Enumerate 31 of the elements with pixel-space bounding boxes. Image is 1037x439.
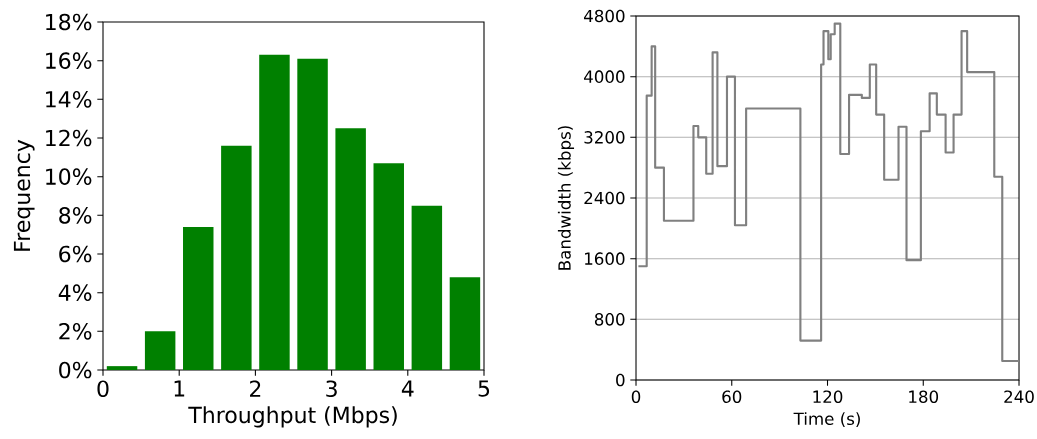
x-axis-title: Time (s) (793, 412, 860, 428)
x-tick-label: 3 (326, 380, 337, 398)
x-tick-label: 2 (250, 380, 261, 397)
x-tick-label: 4 (401, 380, 414, 397)
y-tick-label: 6% (59, 245, 92, 263)
y-tick-label: 4000 (584, 70, 625, 83)
x-axis-title: Throughput (Mbps) (188, 406, 397, 428)
y-tick-label: 0% (59, 361, 92, 379)
y-tick-label: 8% (59, 207, 92, 224)
y-axis-title: Frequency (13, 139, 35, 251)
y-tick-label: 800 (594, 313, 625, 326)
y-tick-label: 18% (46, 13, 92, 31)
y-tick-label: 4800 (584, 9, 625, 23)
y-axis-title: Bandwidth (kbps) (557, 126, 575, 270)
y-tick-label: 2400 (584, 191, 625, 205)
y-tick-label: 10% (46, 168, 92, 185)
x-tick-label: 0 (631, 390, 641, 403)
x-tick-label: 240 (1004, 390, 1034, 403)
y-tick-label: 16% (46, 52, 92, 69)
x-tick-label: 60 (722, 390, 742, 403)
y-tick-label: 12% (46, 129, 92, 147)
y-tick-label: 1600 (585, 252, 625, 265)
x-tick-label: 1 (174, 380, 185, 397)
y-tick-label: 14% (46, 91, 92, 108)
y-tick-label: 2% (59, 323, 92, 340)
y-tick-label: 3200 (584, 131, 625, 144)
y-tick-label: 4% (58, 284, 92, 301)
x-tick-label: 180 (909, 390, 939, 403)
x-tick-label: 5 (478, 380, 490, 397)
x-tick-label: 0 (97, 380, 109, 398)
x-tick-label: 120 (813, 390, 843, 403)
